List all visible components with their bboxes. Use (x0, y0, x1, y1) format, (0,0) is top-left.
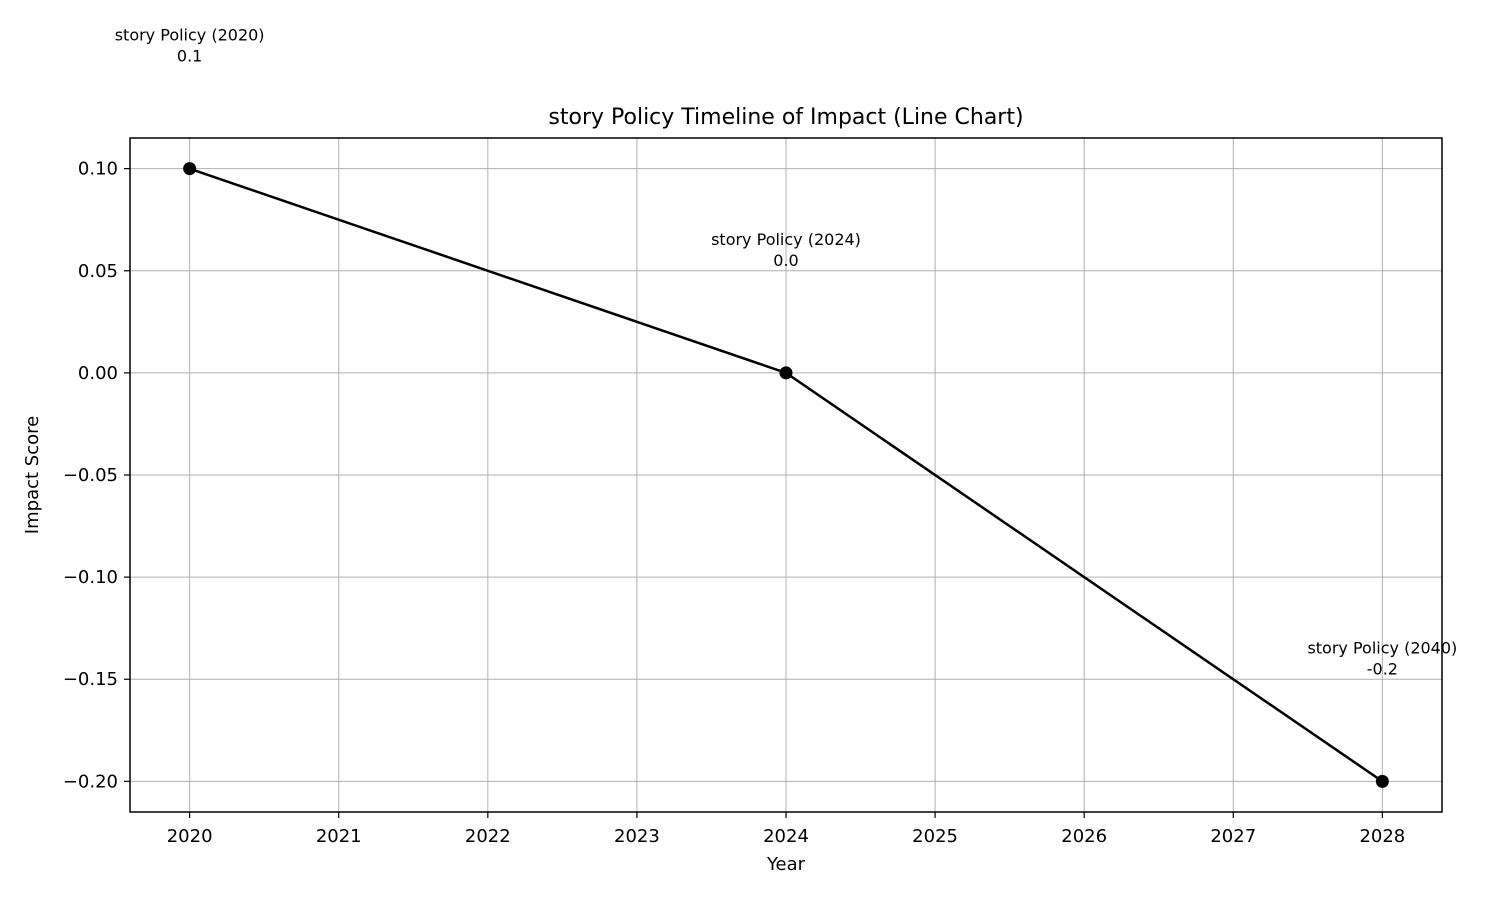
x-tick-label: 2022 (465, 826, 511, 847)
y-tick-label: 0.10 (78, 159, 118, 180)
y-axis: 0.10 0.05 0.00 −0.05 −0.10 −0.15 −0.20 (63, 159, 130, 792)
chart-title: story Policy Timeline of Impact (Line Ch… (548, 105, 1023, 130)
annotation-label: story Policy (2020) (115, 26, 265, 45)
x-tick-label: 2023 (614, 826, 660, 847)
annotation-value: -0.2 (1367, 659, 1398, 678)
series-layer (183, 162, 1389, 788)
annotations-layer: story Policy (2020) 0.1 story Policy (2024… (115, 26, 1458, 679)
annotation-value: 0.1 (177, 47, 202, 66)
x-tick-label: 2020 (167, 826, 213, 847)
x-tick-label: 2025 (912, 826, 958, 847)
x-tick-label: 2024 (763, 826, 809, 847)
x-axis-label: Year (766, 854, 806, 875)
x-tick-label: 2028 (1359, 826, 1405, 847)
x-tick-label: 2026 (1061, 826, 1107, 847)
y-tick-label: −0.05 (63, 465, 118, 486)
y-tick-label: 0.05 (78, 261, 118, 282)
data-point (183, 162, 197, 176)
annotation-label: story Policy (2024) (711, 230, 861, 249)
y-axis-label: Impact Score (22, 416, 43, 534)
data-point (1375, 774, 1389, 788)
y-tick-label: −0.10 (63, 567, 118, 588)
x-tick-label: 2027 (1210, 826, 1256, 847)
y-tick-label: −0.15 (63, 669, 118, 690)
annotation-value: 0.0 (773, 251, 798, 270)
y-tick-label: −0.20 (63, 771, 118, 792)
x-axis: 2020 2021 2022 2023 2024 2025 2026 2027 2028 (167, 812, 1405, 847)
y-tick-label: 0.00 (78, 363, 118, 384)
x-tick-label: 2021 (316, 826, 362, 847)
data-point (779, 366, 793, 380)
annotation-label: story Policy (2040) (1307, 638, 1457, 657)
